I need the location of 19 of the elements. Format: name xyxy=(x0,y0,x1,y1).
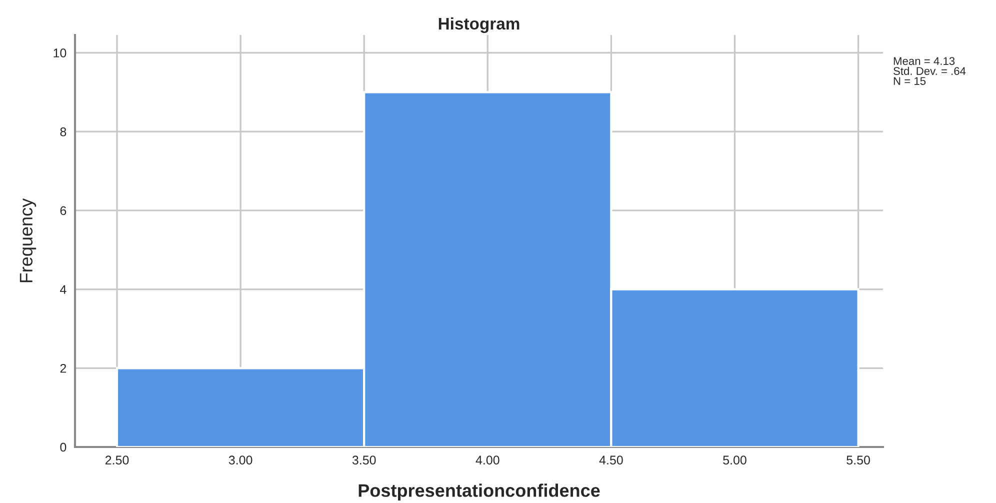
y-tick-label: 4 xyxy=(60,285,66,294)
x-axis-title: Postpresentationconfidence xyxy=(358,484,600,500)
x-tick-label: 3.50 xyxy=(352,456,376,465)
x-tick-label: 2.50 xyxy=(105,456,129,465)
x-tick-label: 4.00 xyxy=(476,456,500,465)
y-tick-label: 2 xyxy=(60,364,66,373)
x-tick-label: 3.00 xyxy=(228,456,252,465)
y-tick-label: 6 xyxy=(60,206,66,216)
y-tick-label: 10 xyxy=(54,48,66,58)
text: Mean = 4.13 xyxy=(894,57,955,65)
y-axis-title: Frequency xyxy=(20,198,36,282)
text: Std. Dev. = .64 xyxy=(894,66,966,75)
y-tick-label: 0 xyxy=(60,442,66,452)
x-tick-label: 5.00 xyxy=(723,456,746,465)
y-tick-label: 8 xyxy=(60,127,66,136)
text: N = 15 xyxy=(894,77,926,85)
chart-title: Histogram xyxy=(438,17,520,33)
x-tick-label: 5.50 xyxy=(846,456,870,465)
x-tick-label: 4.50 xyxy=(599,456,623,465)
